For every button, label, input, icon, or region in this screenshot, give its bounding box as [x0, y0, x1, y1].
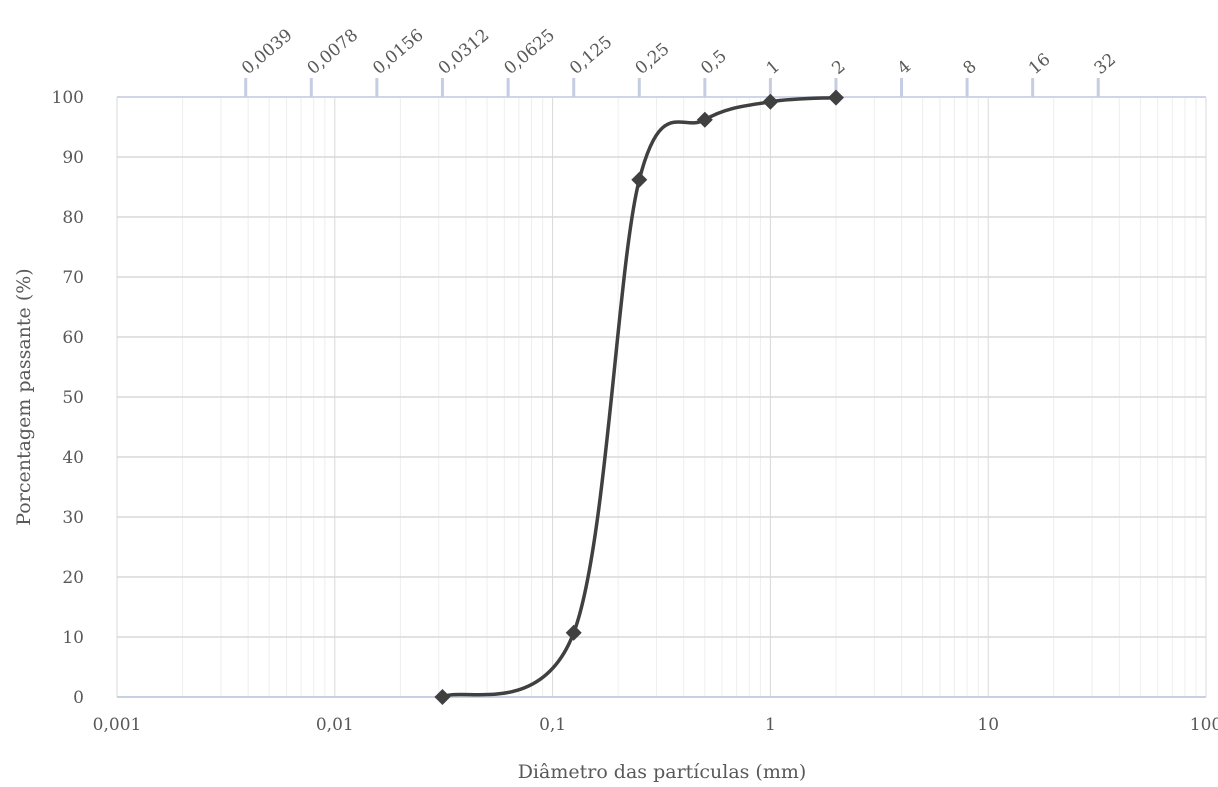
data-point-marker	[434, 689, 451, 705]
x-tick-label: 10	[977, 715, 999, 735]
y-tick-label: 100	[52, 88, 84, 108]
grid-layer	[116, 96, 1207, 698]
y-tick-label: 50	[62, 388, 84, 408]
top-axis-label: 0,0312	[435, 25, 493, 79]
top-axis-label: 0,125	[566, 32, 616, 79]
x-axis-title: Diâmetro das partículas (mm)	[518, 761, 807, 783]
y-tick-label: 90	[62, 148, 84, 168]
y-axis-title: Porcentagem passante (%)	[13, 268, 35, 525]
top-axis-label: 1	[763, 57, 784, 79]
x-tick-label: 1	[765, 715, 776, 735]
top-axis-label: 0,0625	[501, 25, 559, 79]
top-axis-label: 0,5	[697, 46, 731, 79]
x-tick-label: 0,001	[93, 715, 142, 735]
series-layer	[434, 89, 844, 705]
top-axis-label: 4	[894, 57, 915, 79]
x-tick-label: 0,01	[316, 715, 354, 735]
top-axis-label: 0,0078	[304, 25, 362, 79]
top-axis-label: 8	[959, 57, 980, 79]
top-axis-label: 2	[828, 57, 849, 79]
top-axis-label: 16	[1025, 50, 1054, 79]
axis-layer	[117, 78, 1206, 698]
top-axis-label: 0,25	[632, 39, 674, 79]
top-axis-label: 0,0156	[369, 25, 427, 79]
series-line	[440, 95, 838, 699]
data-point-marker	[631, 171, 648, 188]
y-tick-label: 0	[73, 688, 84, 708]
x-tick-label: 100	[1190, 715, 1218, 735]
data-point-marker	[827, 89, 844, 106]
y-tick-label: 60	[62, 328, 84, 348]
data-point-marker	[762, 93, 779, 110]
x-tick-label: 0,1	[539, 715, 566, 735]
y-tick-label: 70	[62, 268, 84, 288]
data-point-marker	[696, 111, 713, 128]
y-tick-label: 30	[62, 508, 84, 528]
y-tick-label: 20	[62, 568, 84, 588]
data-point-marker	[565, 624, 582, 641]
label-layer: 0 10 20 30 40 50 60 70 80 90 100 0,001 0,01 0,1 1 10 100…	[52, 25, 1218, 735]
y-tick-label: 10	[62, 628, 84, 648]
top-axis-label: 32	[1091, 50, 1120, 79]
top-axis-label: 0,0039	[238, 25, 296, 79]
y-tick-label: 40	[62, 448, 84, 468]
y-tick-label: 80	[62, 208, 84, 228]
